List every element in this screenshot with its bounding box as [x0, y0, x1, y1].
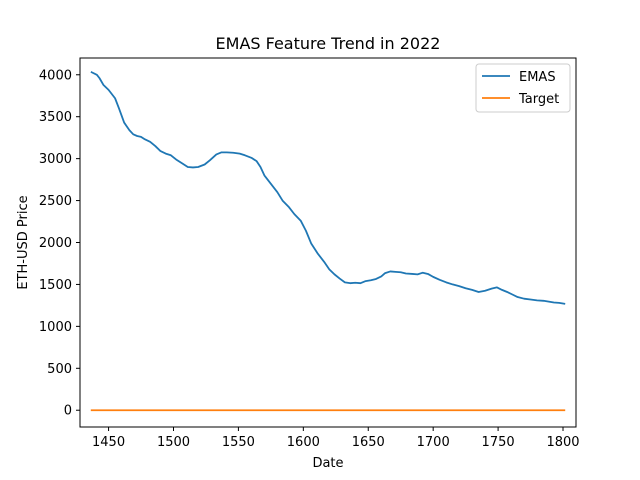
- x-axis-label: Date: [312, 456, 343, 471]
- series-line-emas: [90, 71, 566, 305]
- x-tick-label: 1500: [157, 435, 190, 450]
- x-tick-label: 1600: [287, 435, 320, 450]
- x-tick-label: 1650: [352, 435, 385, 450]
- series-layer: [90, 71, 566, 412]
- y-axis-label: ETH-USD Price: [16, 195, 31, 289]
- x-axis: 1450 1500 1550 1600 1650 1700 1750 1800: [92, 427, 580, 450]
- plot-area: [79, 57, 577, 428]
- x-tick-label: 1450: [92, 435, 125, 450]
- legend-entries: EMAS Target: [482, 70, 559, 107]
- legend-label-target: Target: [518, 92, 559, 107]
- x-tick-label: 1750: [482, 435, 515, 450]
- y-tick-label: 1500: [39, 278, 72, 293]
- y-tick-label: 2000: [39, 236, 72, 251]
- legend-label-emas: EMAS: [519, 70, 556, 85]
- x-tick-label: 1700: [417, 435, 450, 450]
- y-tick-label: 1000: [39, 320, 72, 335]
- y-tick-label: 3500: [39, 110, 72, 125]
- y-tick-label: 500: [47, 362, 72, 377]
- y-tick-label: 4000: [39, 68, 72, 83]
- legend: EMAS Target: [475, 63, 571, 113]
- y-axis: 0 500 1000 1500 2000 2500 3000 3500 4000: [39, 68, 80, 419]
- y-tick-label: 3000: [39, 152, 72, 167]
- y-tick-label: 2500: [39, 194, 72, 209]
- chart-title: EMAS Feature Trend in 2022: [216, 34, 441, 53]
- x-tick-label: 1800: [546, 435, 579, 450]
- x-tick-label: 1550: [222, 435, 255, 450]
- y-tick-label: 0: [64, 404, 72, 419]
- plot-background: [80, 58, 576, 427]
